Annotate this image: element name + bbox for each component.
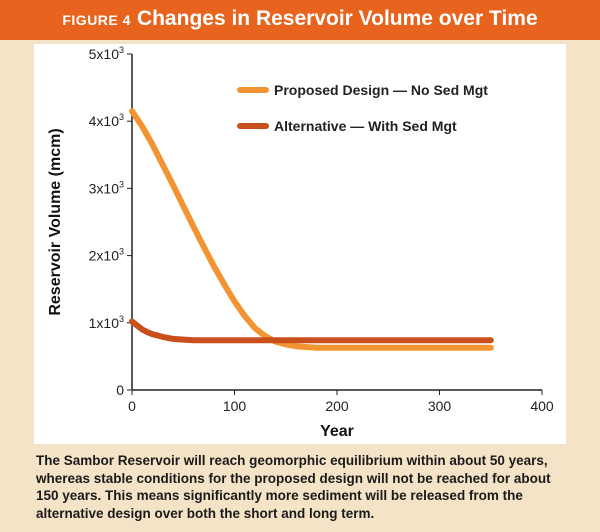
y-tick-exponent: 3 [119,112,124,122]
y-tick-base: 1x10 [89,315,120,331]
figure-title-text: Changes in Reservoir Volume over Time [136,7,538,30]
y-tick-base: 2x10 [89,248,120,264]
y-axis-label: Reservoir Volume (mcm) [47,128,64,315]
figure-label: FIGURE 4 [62,12,131,28]
y-tick-base: 0 [116,382,124,398]
y-tick-exponent: 3 [119,314,124,324]
y-tick-label: 1x103 [89,314,124,331]
y-tick-base: 5x10 [89,46,120,62]
y-tick-label: 3x103 [89,179,124,196]
x-tick-label: 400 [530,398,554,414]
y-tick-base: 3x10 [89,180,120,196]
x-tick-label: 200 [325,398,349,414]
figure-header [0,0,600,40]
figure-caption: The Sambor Reservoir will reach geomorph… [36,453,551,521]
legend-label-2: Alternative — With Sed Mgt [274,118,457,134]
x-tick-label: 100 [223,398,247,414]
y-tick-label: 5x103 [89,45,124,62]
y-tick-label: 0 [116,382,124,398]
y-tick-exponent: 3 [119,247,124,257]
y-tick-label: 4x103 [89,112,124,129]
y-tick-exponent: 3 [119,179,124,189]
legend: Proposed Design — No Sed Mgt Alternative … [237,82,488,134]
y-tick-exponent: 3 [119,45,124,55]
series-line-2 [129,318,494,344]
x-tick-label: 300 [428,398,452,414]
series-group [129,108,494,351]
legend-label-1: Proposed Design — No Sed Mgt [274,82,488,98]
figure-title: FIGURE 4 Changes in Reservoir Volume over… [0,0,600,40]
x-axis-label: Year [320,423,354,440]
y-tick-base: 4x10 [89,113,120,129]
x-tick-label: 0 [128,398,136,414]
y-tick-label: 2x103 [89,247,124,264]
series-line-1 [129,108,494,351]
plot-background [34,44,566,444]
